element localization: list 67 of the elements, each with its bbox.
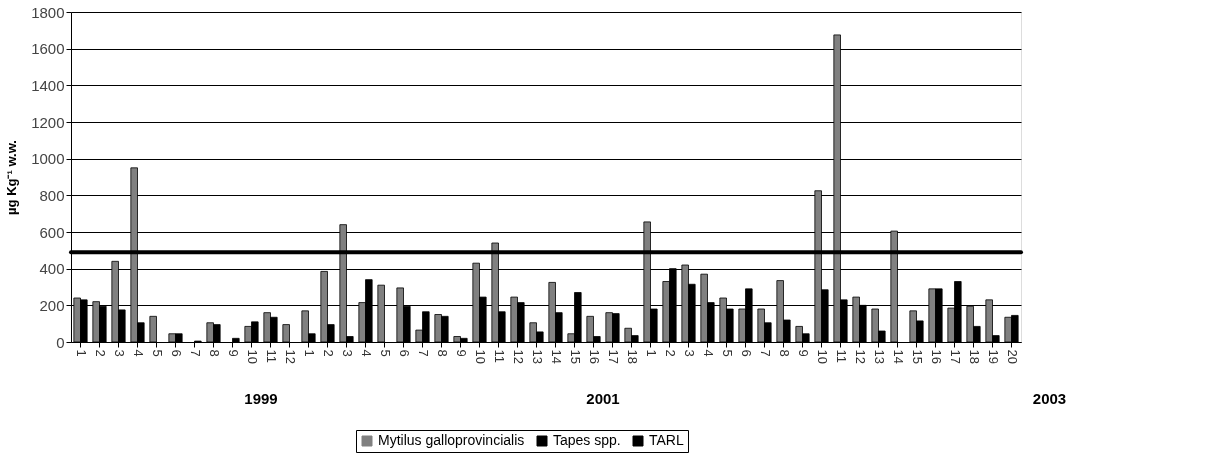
x-tick-label: 2 — [320, 349, 336, 357]
x-tick-label: 10 — [472, 349, 488, 364]
x-tick-label: 3 — [111, 349, 127, 357]
x-tick-label: 5 — [719, 349, 735, 357]
x-tick-label: 12 — [510, 349, 526, 364]
y-tick-label: 0 — [56, 333, 65, 351]
x-tick-label: 15 — [909, 349, 925, 364]
y-tick-label: 200 — [39, 296, 65, 314]
x-tick-label: 17 — [605, 349, 621, 364]
x-tick-label: 16 — [586, 349, 602, 364]
text: 2001 — [586, 390, 620, 407]
x-tick-label: 11 — [263, 349, 279, 363]
x-tick-label: 2 — [662, 349, 678, 357]
y-tick-label: 1200 — [31, 113, 65, 131]
x-tick-label: 17 — [947, 349, 963, 364]
legend-label: Mytilus galloprovincialis — [378, 432, 525, 448]
x-tick-label: 5 — [149, 349, 165, 357]
y-tick-label: 1400 — [31, 76, 65, 94]
y-tick-label: 1600 — [31, 40, 65, 58]
x-tick-label: 12 — [852, 349, 868, 364]
y-tick-label: 1000 — [31, 150, 65, 168]
x-tick-label: 7 — [757, 349, 773, 357]
x-tick-label: 15 — [567, 349, 583, 364]
x-tick-label: 20 — [1004, 349, 1020, 364]
x-tick-label: 4 — [130, 349, 146, 357]
x-tick-label: 6 — [396, 349, 412, 357]
legend-label: TARL — [649, 432, 684, 448]
x-tick-label: 13 — [529, 349, 545, 364]
x-tick-label: 4 — [358, 349, 374, 357]
x-tick-label: 14 — [890, 349, 906, 364]
x-tick-label: 10 — [244, 349, 260, 364]
x-tick-label: 10 — [814, 349, 830, 364]
text: 1999 — [244, 390, 278, 407]
x-tick-label: 6 — [168, 349, 184, 357]
x-tick-label: 5 — [377, 349, 393, 357]
x-tick-label: 3 — [681, 349, 697, 357]
x-tick-label: 13 — [871, 349, 887, 364]
x-tick-label: 3 — [339, 349, 355, 357]
x-tick-label: 18 — [966, 349, 982, 364]
x-tick-label: 9 — [795, 349, 811, 357]
y-axis-title: µg Kg⁻¹ w.w. — [4, 140, 20, 215]
x-tick-label: 14 — [548, 349, 564, 364]
x-tick-label: 1 — [301, 349, 317, 357]
x-tick-label: 1 — [73, 349, 89, 357]
y-tick-label: 600 — [39, 223, 65, 241]
x-tick-label: 6 — [738, 349, 754, 357]
x-tick-label: 11 — [833, 349, 849, 363]
x-tick-label: 9 — [225, 349, 241, 357]
x-tick-label: 19 — [985, 349, 1001, 364]
x-tick-label: 1 — [643, 349, 659, 357]
x-tick-label: 18 — [624, 349, 640, 364]
x-tick-label: 4 — [700, 349, 716, 357]
y-tick-label: 400 — [39, 260, 65, 278]
x-tick-label: 16 — [928, 349, 944, 364]
x-tick-label: 7 — [187, 349, 203, 357]
x-tick-label: 8 — [776, 349, 792, 357]
x-tick-label: 8 — [206, 349, 222, 357]
x-tick-label: 12 — [282, 349, 298, 364]
x-tick-label: 11 — [491, 349, 507, 363]
text: 2003 — [1032, 390, 1067, 407]
x-tick-label: 7 — [415, 349, 431, 357]
x-tick-label: 8 — [434, 349, 450, 357]
x-tick-label: 9 — [453, 349, 469, 357]
legend-label: Tapes spp. — [553, 432, 621, 448]
y-tick-label: 1800 — [31, 3, 65, 21]
x-tick-label: 2 — [92, 349, 108, 357]
y-tick-label: 800 — [39, 186, 65, 204]
